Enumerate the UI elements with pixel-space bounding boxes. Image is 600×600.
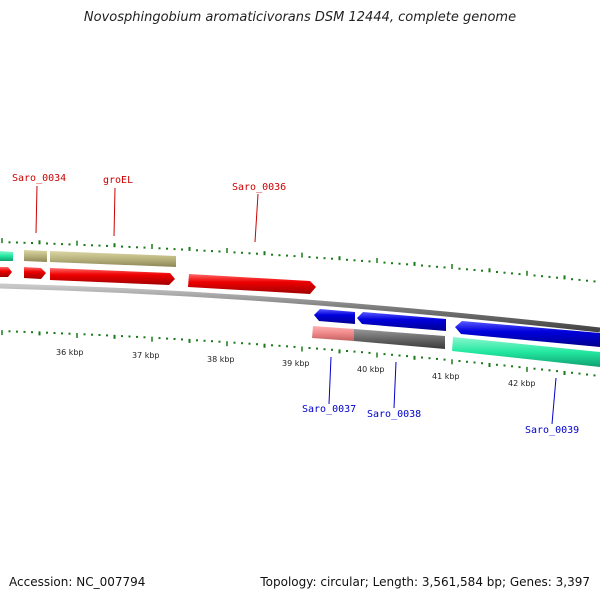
leader-saro0037 (328, 356, 332, 405)
gene-red-left[interactable] (0, 267, 12, 277)
scale-label: 38 kbp (207, 355, 235, 364)
label-saro0038[interactable]: Saro_0038 (367, 409, 421, 420)
gene-groel[interactable] (50, 268, 175, 285)
gene-gray-saro0038[interactable] (354, 329, 445, 349)
label-saro0037[interactable]: Saro_0037 (302, 404, 356, 415)
leader-saro0036 (254, 193, 259, 243)
scale-label: 36 kbp (56, 348, 84, 357)
scale-label: 41 kbp (432, 372, 460, 381)
gene-saro0036[interactable] (188, 274, 316, 294)
leader-saro0039 (551, 377, 557, 425)
label-groel[interactable]: groEL (103, 175, 133, 186)
label-saro0036[interactable]: Saro_0036 (232, 182, 286, 193)
gene-teal-saro0039[interactable] (452, 337, 600, 367)
gene-saro0034[interactable] (24, 267, 46, 279)
genome-summary-text: Topology: circular; Length: 3,561,584 bp… (260, 575, 590, 589)
gene-teal-left[interactable] (0, 251, 13, 261)
genome-backbone (0, 283, 600, 333)
scale-label: 39 kbp (282, 359, 310, 368)
inner-scale-ticks (1, 330, 596, 377)
label-saro0039[interactable]: Saro_0039 (525, 425, 579, 436)
scale-label: 37 kbp (132, 351, 160, 360)
gene-saro0038[interactable] (357, 312, 446, 331)
genome-title: Novosphingobium aromaticivorans DSM 1244… (83, 10, 517, 25)
gene-saro0037[interactable] (314, 309, 355, 324)
leader-groel (113, 187, 116, 237)
accession-text: Accession: NC_007794 (9, 575, 146, 589)
gene-tan-groel-rna[interactable] (50, 251, 176, 267)
scale-label: 40 kbp (357, 365, 385, 374)
gene-pink-saro0037[interactable] (312, 326, 354, 341)
label-saro0034[interactable]: Saro_0034 (12, 173, 66, 184)
scale-label: 42 kbp (508, 379, 536, 388)
leader-saro0034 (35, 185, 38, 234)
gene-tan-saro0034[interactable] (24, 250, 47, 262)
gene-saro0039[interactable] (455, 321, 600, 347)
leader-saro0038 (393, 361, 397, 409)
outer-scale-ticks (1, 238, 596, 283)
